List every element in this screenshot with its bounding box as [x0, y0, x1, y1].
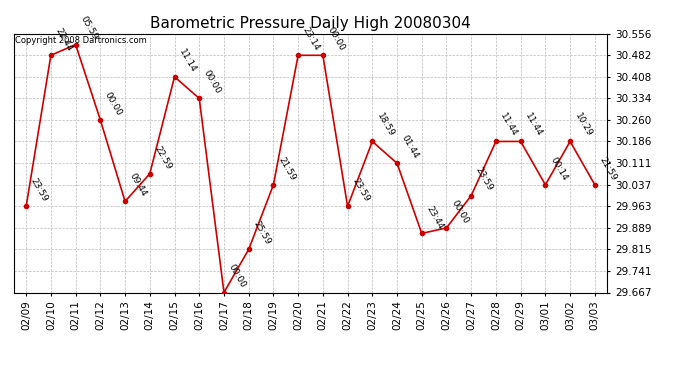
Text: Copyright 2008 Dartronics.com: Copyright 2008 Dartronics.com: [15, 36, 147, 45]
Text: 11:44: 11:44: [499, 112, 520, 139]
Text: 23:44: 23:44: [424, 204, 445, 231]
Text: 00:00: 00:00: [103, 90, 124, 117]
Title: Barometric Pressure Daily High 20080304: Barometric Pressure Daily High 20080304: [150, 16, 471, 31]
Text: 23:59: 23:59: [474, 166, 495, 193]
Text: 22:44: 22:44: [54, 26, 74, 53]
Text: 23:59: 23:59: [351, 177, 371, 204]
Text: 10:29: 10:29: [573, 112, 593, 139]
Text: 23:14: 23:14: [301, 26, 322, 53]
Text: 22:59: 22:59: [152, 144, 173, 171]
Text: 21:59: 21:59: [598, 155, 618, 182]
Text: 00:00: 00:00: [227, 263, 248, 290]
Text: 09:44: 09:44: [128, 172, 148, 199]
Text: 00:00: 00:00: [202, 69, 223, 96]
Text: 11:44: 11:44: [524, 112, 544, 139]
Text: 25:59: 25:59: [251, 220, 272, 247]
Text: 18:59: 18:59: [375, 112, 396, 139]
Text: 21:59: 21:59: [276, 155, 297, 182]
Text: 05:59: 05:59: [79, 15, 99, 42]
Text: 00:14: 00:14: [548, 155, 569, 182]
Text: 11:14: 11:14: [177, 47, 198, 74]
Text: 00:00: 00:00: [449, 198, 470, 225]
Text: 00:00: 00:00: [326, 26, 346, 53]
Text: 23:59: 23:59: [29, 177, 50, 204]
Text: 01:44: 01:44: [400, 134, 420, 160]
